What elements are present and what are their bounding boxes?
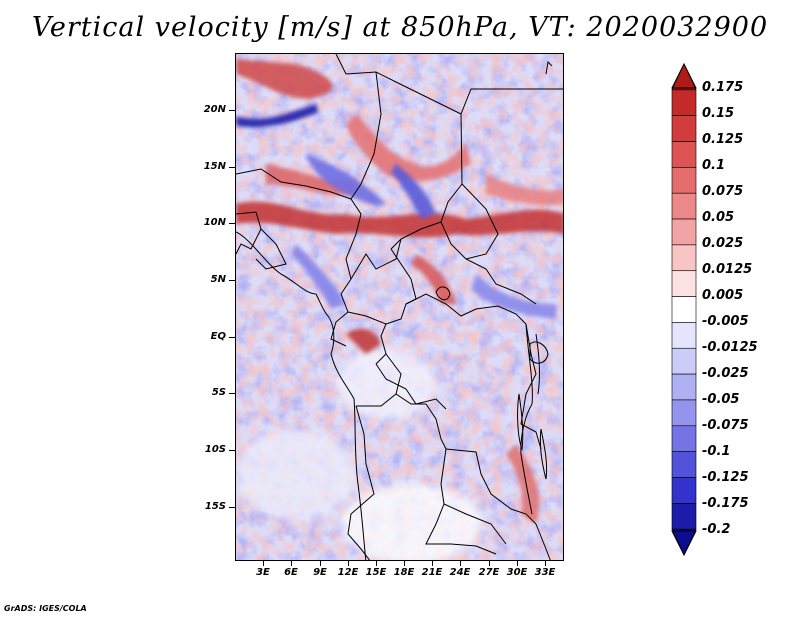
tick-33e — [545, 561, 546, 566]
tick-30e — [517, 561, 518, 566]
colorbar-segment — [671, 115, 697, 142]
colorbar-segment — [671, 399, 697, 427]
lat-label: 10N — [203, 217, 226, 228]
colorbar-label: -0.075 — [702, 418, 749, 433]
colorbar-label: -0.005 — [702, 314, 749, 329]
lon-label: 21E — [421, 567, 443, 578]
lat-label: 10S — [204, 444, 226, 455]
tick-3e — [263, 561, 264, 566]
lon-label: 9E — [313, 567, 327, 578]
colorbar-label: -0.125 — [702, 470, 749, 485]
colorbar — [671, 62, 697, 557]
colorbar-segment — [671, 477, 697, 504]
country-borders — [236, 54, 563, 560]
tick-27e — [489, 561, 490, 566]
colorbar-label: 0.1 — [702, 158, 726, 173]
footer-credit: GrADS: IGES/COLA — [4, 604, 87, 613]
colorbar-segment — [671, 347, 697, 375]
colorbar-segment — [671, 270, 697, 297]
lon-label: 18E — [393, 567, 415, 578]
lon-label: 3E — [256, 567, 270, 578]
lon-label: 33E — [534, 567, 556, 578]
tick-15n — [229, 167, 235, 168]
colorbar-segment — [671, 296, 697, 323]
tick-eq — [229, 337, 235, 338]
colorbar-label: 0.15 — [702, 106, 735, 121]
tick-15e — [376, 561, 377, 566]
lon-label: 24E — [449, 567, 471, 578]
tick-21e — [432, 561, 433, 566]
lat-label: 5S — [211, 387, 226, 398]
colorbar-segment — [671, 373, 697, 401]
colorbar-label: -0.05 — [702, 392, 740, 407]
colorbar-segment — [671, 528, 697, 556]
colorbar-segment — [671, 244, 697, 272]
colorbar-label: 0.175 — [702, 80, 744, 95]
tick-6e — [291, 561, 292, 566]
tick-24e — [460, 561, 461, 566]
lon-label: 27E — [478, 567, 500, 578]
lat-label: 5N — [210, 274, 226, 285]
tick-10s — [229, 450, 235, 451]
colorbar-segment — [671, 63, 697, 91]
tick-20n — [229, 110, 235, 111]
colorbar-segment — [671, 503, 697, 530]
colorbar-label: 0.125 — [702, 132, 744, 147]
tick-5s — [229, 393, 235, 394]
colorbar-segment — [671, 141, 697, 168]
colorbar-label: -0.0125 — [702, 340, 758, 355]
velocity-field — [236, 54, 563, 560]
colorbar-segment — [671, 425, 697, 452]
lon-label: 6E — [284, 567, 298, 578]
colorbar-segment — [671, 218, 697, 246]
colorbar-label: -0.1 — [702, 444, 731, 459]
colorbar-label: -0.025 — [702, 366, 749, 381]
tick-18e — [404, 561, 405, 566]
lat-label: 15S — [204, 501, 226, 512]
colorbar-segment — [671, 322, 697, 349]
colorbar-segment — [671, 167, 697, 194]
colorbar-label: 0.005 — [702, 288, 744, 303]
coastline — [236, 60, 553, 560]
tick-15s — [229, 507, 235, 508]
lat-label: 15N — [203, 161, 226, 172]
colorbar-label: -0.175 — [702, 496, 749, 511]
tick-10n — [229, 223, 235, 224]
colorbar-label: 0.0125 — [702, 262, 753, 277]
lon-label: 12E — [337, 567, 359, 578]
colorbar-segment — [671, 192, 697, 220]
colorbar-label: 0.025 — [702, 236, 744, 251]
colorbar-segment — [671, 451, 697, 478]
colorbar-label: 0.075 — [702, 184, 744, 199]
colorbar-label: -0.2 — [702, 522, 731, 537]
tick-12e — [348, 561, 349, 566]
colorbar-segment — [671, 89, 697, 116]
lon-label: 15E — [365, 567, 387, 578]
chart-title: Vertical velocity [m/s] at 850hPa, VT: 2… — [31, 12, 769, 43]
map-panel — [235, 53, 564, 561]
lon-label: 30E — [506, 567, 528, 578]
lat-label: EQ — [210, 331, 226, 342]
colorbar-label: 0.05 — [702, 210, 735, 225]
tick-5n — [229, 280, 235, 281]
lat-label: 20N — [203, 104, 226, 115]
lakes — [435, 286, 549, 480]
tick-9e — [320, 561, 321, 566]
